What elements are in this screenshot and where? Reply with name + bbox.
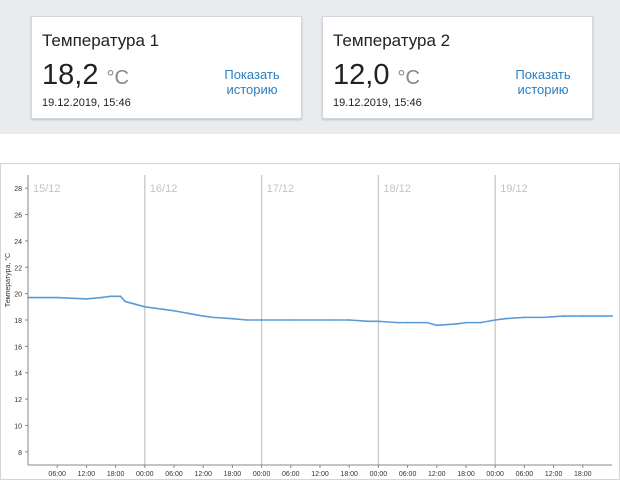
sensor-panel: Температура 1 18,2 °C 19.12.2019, 15:46 П… <box>0 0 620 134</box>
x-tick-label: 06:00 <box>48 471 66 478</box>
sensor-card-1: Температура 1 18,2 °C 19.12.2019, 15:46 П… <box>31 16 302 119</box>
x-tick-label: 00:00 <box>253 471 271 478</box>
series-point <box>173 309 175 312</box>
day-label: 18/12 <box>383 183 411 195</box>
series-point <box>246 319 248 321</box>
y-tick-label: 22 <box>14 265 22 272</box>
day-label: 17/12 <box>267 183 295 195</box>
series-point <box>134 303 136 306</box>
series-point <box>562 315 565 317</box>
series-point <box>187 312 190 315</box>
show-history-link-2[interactable]: Показать историю <box>515 67 571 97</box>
series-point <box>504 317 506 320</box>
y-tick-label: 28 <box>14 186 22 193</box>
x-tick-label: 12:00 <box>311 471 329 478</box>
series-point <box>163 308 166 311</box>
sensor-timestamp: 19.12.2019, 15:46 <box>333 97 422 109</box>
series-point <box>581 315 584 317</box>
series-point <box>85 298 88 300</box>
series-point <box>289 319 292 321</box>
series-point <box>27 296 29 299</box>
x-tick-label: 18:00 <box>340 471 358 478</box>
sensor-timestamp: 19.12.2019, 15:46 <box>42 97 131 109</box>
sensor-unit: °C <box>106 67 129 89</box>
x-tick-label: 12:00 <box>194 471 212 478</box>
series-point <box>494 319 497 321</box>
series-point <box>260 319 263 321</box>
sensor-value: 18,2 <box>42 59 99 91</box>
day-label: 19/12 <box>500 183 528 195</box>
sensor-unit: °C <box>397 67 420 89</box>
series-point <box>100 296 102 299</box>
series-point <box>455 323 458 325</box>
x-tick-label: 12:00 <box>545 471 563 478</box>
y-tick-label: 12 <box>14 397 22 404</box>
x-tick-label: 18:00 <box>107 471 125 478</box>
y-tick-label: 10 <box>14 423 22 430</box>
temperature-history-chart[interactable]: 15/12 16/12 17/12 18/12 19/12 8 10 12 14 16 18 20 22… <box>0 163 620 480</box>
sensor-value-row: 18,2 °C <box>42 61 129 90</box>
series-point <box>319 319 321 321</box>
series-point <box>406 321 409 324</box>
x-tick-label: 18:00 <box>224 471 242 478</box>
series-point <box>479 321 482 324</box>
x-tick-label: 00:00 <box>486 471 504 478</box>
y-tick-label: 8 <box>18 450 22 457</box>
sensor-card-2: Температура 2 12,0 °C 19.12.2019, 15:46 П… <box>322 16 593 119</box>
y-axis-label: Температура, °C <box>4 253 12 307</box>
series-point <box>212 316 214 319</box>
series-point <box>367 320 370 323</box>
temperature-series-line <box>28 295 612 327</box>
series-point <box>56 296 59 299</box>
x-tick-label: 06:00 <box>399 471 417 478</box>
x-tick-label: 00:00 <box>136 471 154 478</box>
series-point <box>202 315 205 317</box>
y-tick-label: 16 <box>14 344 22 351</box>
x-tick-label: 06:00 <box>516 471 534 478</box>
sensor-title: Температура 1 <box>42 31 160 50</box>
series-point <box>465 321 467 324</box>
series-point <box>328 319 331 321</box>
series-point <box>396 321 399 324</box>
series-point <box>523 316 526 319</box>
series-point <box>435 324 438 327</box>
x-tick-label: 18:00 <box>457 471 475 478</box>
x-tick-label: 12:00 <box>428 471 446 478</box>
series-point <box>601 315 604 317</box>
series-point <box>542 316 545 319</box>
sensor-value-row: 12,0 °C <box>333 61 420 90</box>
series-point <box>348 319 351 321</box>
y-tick-label: 20 <box>14 292 22 299</box>
x-tick-label: 12:00 <box>78 471 96 478</box>
day-label: 16/12 <box>150 183 178 195</box>
series-point <box>109 295 112 298</box>
series-point <box>611 315 613 317</box>
series-point <box>124 300 127 303</box>
x-tick-label: 18:00 <box>574 471 592 478</box>
series-point <box>426 321 428 324</box>
sensor-title: Температура 2 <box>333 31 451 50</box>
x-tick-label: 06:00 <box>165 471 183 478</box>
y-tick-label: 26 <box>14 213 22 220</box>
series-point <box>153 307 156 310</box>
series-point <box>119 295 122 298</box>
show-history-link-1[interactable]: Показать историю <box>224 67 280 97</box>
series-point <box>377 320 380 323</box>
series-point <box>143 305 146 308</box>
series-point <box>231 317 234 320</box>
x-tick-label: 00:00 <box>370 471 388 478</box>
day-label: 15/12 <box>33 183 61 195</box>
x-tick-label: 06:00 <box>282 471 300 478</box>
y-tick-label: 18 <box>14 318 22 325</box>
y-tick-label: 24 <box>14 239 22 246</box>
sensor-value: 12,0 <box>333 59 390 91</box>
y-tick-label: 14 <box>14 371 22 378</box>
